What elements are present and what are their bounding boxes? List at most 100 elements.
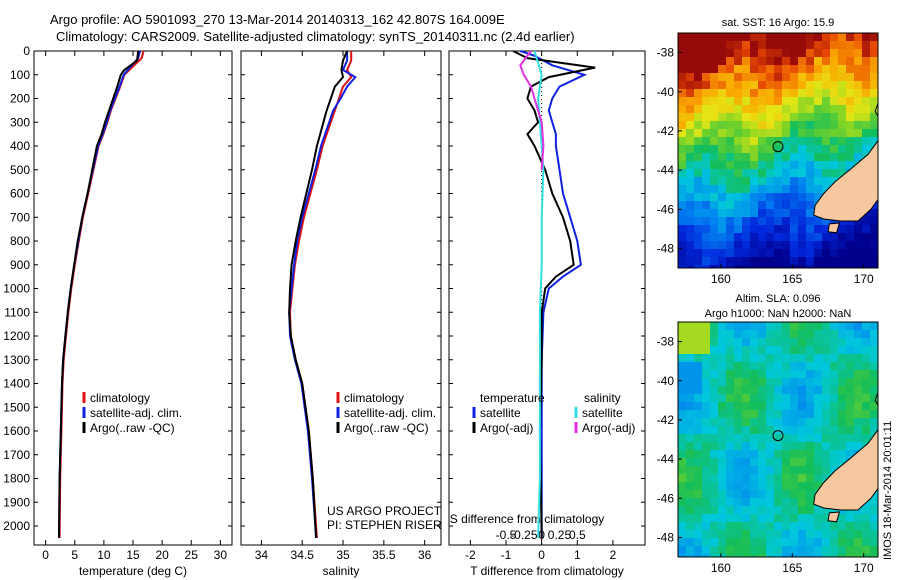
sst-map-cell <box>870 225 878 234</box>
sst-map-cell <box>782 137 791 146</box>
sst-map-cell <box>694 137 703 146</box>
sla-map-cell <box>782 490 791 499</box>
salinity-xtick-label: 35.5 <box>372 548 396 562</box>
sst-map-cell <box>766 113 775 122</box>
sla-map-cell <box>750 458 759 467</box>
sst-map-cell <box>790 257 799 266</box>
sla-map-xtick-label: 160 <box>711 561 731 575</box>
sst-map-cell <box>686 113 695 122</box>
temperature-xtick-label: 20 <box>155 548 169 562</box>
sst-map-cell <box>854 225 863 234</box>
sla-map-cell <box>822 458 831 467</box>
sla-map-cell <box>774 418 783 427</box>
sst-map-cell <box>814 121 823 130</box>
depth-tick-label: 1800 <box>3 472 30 486</box>
sla-map-xtick-label: 165 <box>782 561 802 575</box>
sla-map-cell <box>702 370 711 379</box>
sla-map-cell <box>766 514 775 523</box>
sst-map-cell <box>774 185 783 194</box>
sst-map-cell <box>774 105 783 114</box>
sst-map-cell <box>734 57 743 66</box>
sla-map-cell <box>726 442 735 451</box>
sla-map-cell <box>726 394 735 403</box>
sla-map-cell <box>830 506 839 515</box>
sla-map-cell <box>702 458 711 467</box>
sla-map-cell <box>678 506 687 515</box>
sst-map-cell <box>870 57 878 66</box>
sla-map-cell <box>718 330 727 339</box>
sst-map-cell <box>854 57 863 66</box>
sst-map-cell <box>726 177 735 186</box>
sla-map-cell <box>718 394 727 403</box>
sla-map-cell <box>782 466 791 475</box>
sla-map-cell <box>750 546 759 555</box>
sla-map-cell <box>742 522 751 531</box>
sst-map-cell <box>846 65 855 74</box>
sla-map-cell <box>686 554 695 557</box>
sla-map-cell <box>822 378 831 387</box>
sla-map-cell <box>734 498 743 507</box>
sla-map-cell <box>750 498 759 507</box>
sla-map-cell <box>862 354 871 363</box>
depth-tick-label: 900 <box>10 258 30 272</box>
sst-map-cell <box>806 105 815 114</box>
sst-map-cell <box>750 97 759 106</box>
sst-map-cell <box>806 89 815 98</box>
sst-map-cell <box>718 233 727 242</box>
sla-map-cell <box>806 442 815 451</box>
sla-map-cell <box>854 370 863 379</box>
sst-map-cell <box>710 33 719 42</box>
difference-series-1 <box>512 50 596 538</box>
sst-map-cell <box>702 209 711 218</box>
sla-map-cell <box>814 378 823 387</box>
sst-map-cell <box>846 81 855 90</box>
sst-map-cell <box>822 65 831 74</box>
sst-map-cell <box>838 145 847 154</box>
sst-map-cell <box>782 265 791 268</box>
sst-map-cell <box>822 105 831 114</box>
sla-map-cell <box>758 322 767 331</box>
sst-map-cell <box>742 33 751 42</box>
sla-map-cell <box>766 522 775 531</box>
sst-map-cell <box>782 89 791 98</box>
sst-map-cell <box>686 73 695 82</box>
sla-map-cell <box>726 354 735 363</box>
sla-map-cell <box>758 434 767 443</box>
sla-map-cell <box>718 442 727 451</box>
sst-map-cell <box>718 185 727 194</box>
sst-map-cell <box>694 249 703 258</box>
sst-map-cell <box>798 257 807 266</box>
sst-map-cell <box>742 209 751 218</box>
sst-map-cell <box>806 257 815 266</box>
sla-map-cell <box>766 474 775 483</box>
sst-map-cell <box>750 193 759 202</box>
sla-map-cell <box>766 458 775 467</box>
sla-map-cell <box>774 554 783 557</box>
sst-map-cell <box>686 169 695 178</box>
sla-map-cell <box>822 418 831 427</box>
sst-map-cell <box>814 41 823 50</box>
sla-map-cell <box>710 474 719 483</box>
sst-map-cell <box>798 81 807 90</box>
sla-map-cell <box>702 426 711 435</box>
sst-map-cell <box>694 89 703 98</box>
sst-map-cell <box>814 89 823 98</box>
sst-map-cell <box>766 97 775 106</box>
sst-map-cell <box>742 81 751 90</box>
sst-map-cell <box>750 49 759 58</box>
sla-map-cell <box>790 418 799 427</box>
sla-map-cell <box>870 418 878 427</box>
sla-map-cell <box>806 370 815 379</box>
sst-map-cell <box>734 249 743 258</box>
sla-map-cell <box>838 450 847 459</box>
sla-map-cell <box>686 418 695 427</box>
sst-map-cell <box>798 121 807 130</box>
sla-map-cell <box>742 466 751 475</box>
sst-map-cell <box>734 241 743 250</box>
sla-map-cell <box>782 506 791 515</box>
sst-map-cell <box>678 73 687 82</box>
salinity-xtick-label: 35 <box>336 548 350 562</box>
sla-map-cell <box>862 546 871 555</box>
depth-tick-label: 1400 <box>3 377 30 391</box>
sla-map-cell <box>862 330 871 339</box>
